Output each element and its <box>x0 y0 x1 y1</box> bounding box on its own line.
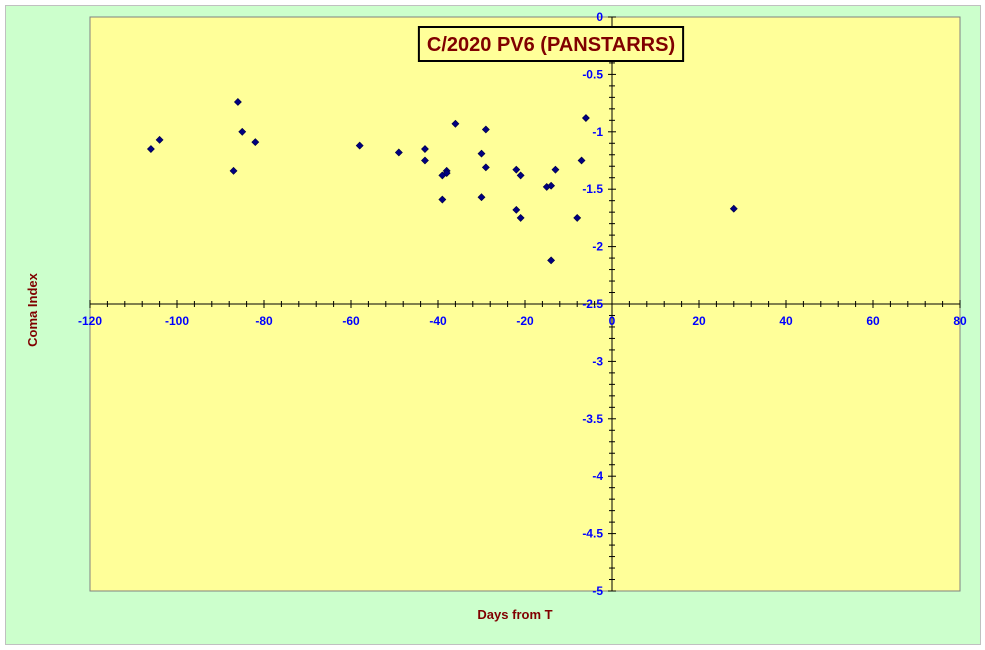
x-tick-label: -60 <box>342 314 360 328</box>
data-point <box>512 165 521 174</box>
data-point <box>251 138 260 147</box>
data-point <box>551 165 560 174</box>
y-tick-label: -4 <box>592 469 603 483</box>
y-tick-label: -4.5 <box>582 527 603 541</box>
chart-title-box: C/2020 PV6 (PANSTARRS) <box>417 26 685 62</box>
x-tick-label: 0 <box>609 314 616 328</box>
data-point <box>355 141 364 150</box>
x-tick-label: -20 <box>516 314 534 328</box>
data-point <box>442 169 451 178</box>
x-tick-label: 40 <box>779 314 793 328</box>
data-point <box>394 148 403 157</box>
data-point <box>451 119 460 128</box>
data-point <box>577 156 586 165</box>
data-point <box>229 166 238 175</box>
y-tick-label: -2 <box>592 240 603 254</box>
data-point <box>155 135 164 144</box>
x-tick-label: -100 <box>165 314 189 328</box>
data-point <box>421 156 429 165</box>
x-tick-label: -80 <box>255 314 273 328</box>
x-tick-label: -40 <box>429 314 447 328</box>
x-tick-label: 20 <box>692 314 706 328</box>
y-tick-label: -1 <box>592 125 603 139</box>
data-point <box>481 125 490 134</box>
data-point <box>547 256 556 265</box>
y-tick-label: -3 <box>592 354 603 368</box>
tick-marks <box>89 16 961 592</box>
x-axis-title: Days from T <box>477 607 552 622</box>
data-point <box>581 114 590 122</box>
y-axis-title: Coma Index <box>25 272 40 346</box>
data-point <box>512 205 521 214</box>
x-tick-label: 60 <box>866 314 880 328</box>
data-point <box>233 98 242 106</box>
data-point <box>421 145 429 153</box>
tick-labels: -120 -100 -80 -60 -40 -20 0 20 40 60 80 0 -0.5 -1 -1.5… <box>78 10 967 598</box>
data-point <box>438 195 447 204</box>
data-points <box>146 98 738 265</box>
x-tick-label: -120 <box>78 314 102 328</box>
data-point <box>516 213 525 222</box>
data-point <box>547 181 556 190</box>
y-tick-label: -2.5 <box>582 297 603 311</box>
data-point <box>477 193 486 202</box>
chart-title: C/2020 PV6 (PANSTARRS) <box>427 34 675 56</box>
data-point <box>146 145 155 153</box>
y-tick-label: -5 <box>592 584 603 598</box>
y-tick-label: -1.5 <box>582 182 603 196</box>
x-tick-label: 80 <box>953 314 967 328</box>
y-tick-label: 0 <box>596 10 603 24</box>
y-tick-label: -3.5 <box>582 412 603 426</box>
data-point <box>477 149 486 158</box>
data-point <box>516 171 525 180</box>
data-point <box>729 204 738 213</box>
data-point <box>573 213 582 222</box>
y-tick-label: -0.5 <box>582 67 603 81</box>
data-point <box>481 163 490 172</box>
data-point <box>238 127 247 136</box>
